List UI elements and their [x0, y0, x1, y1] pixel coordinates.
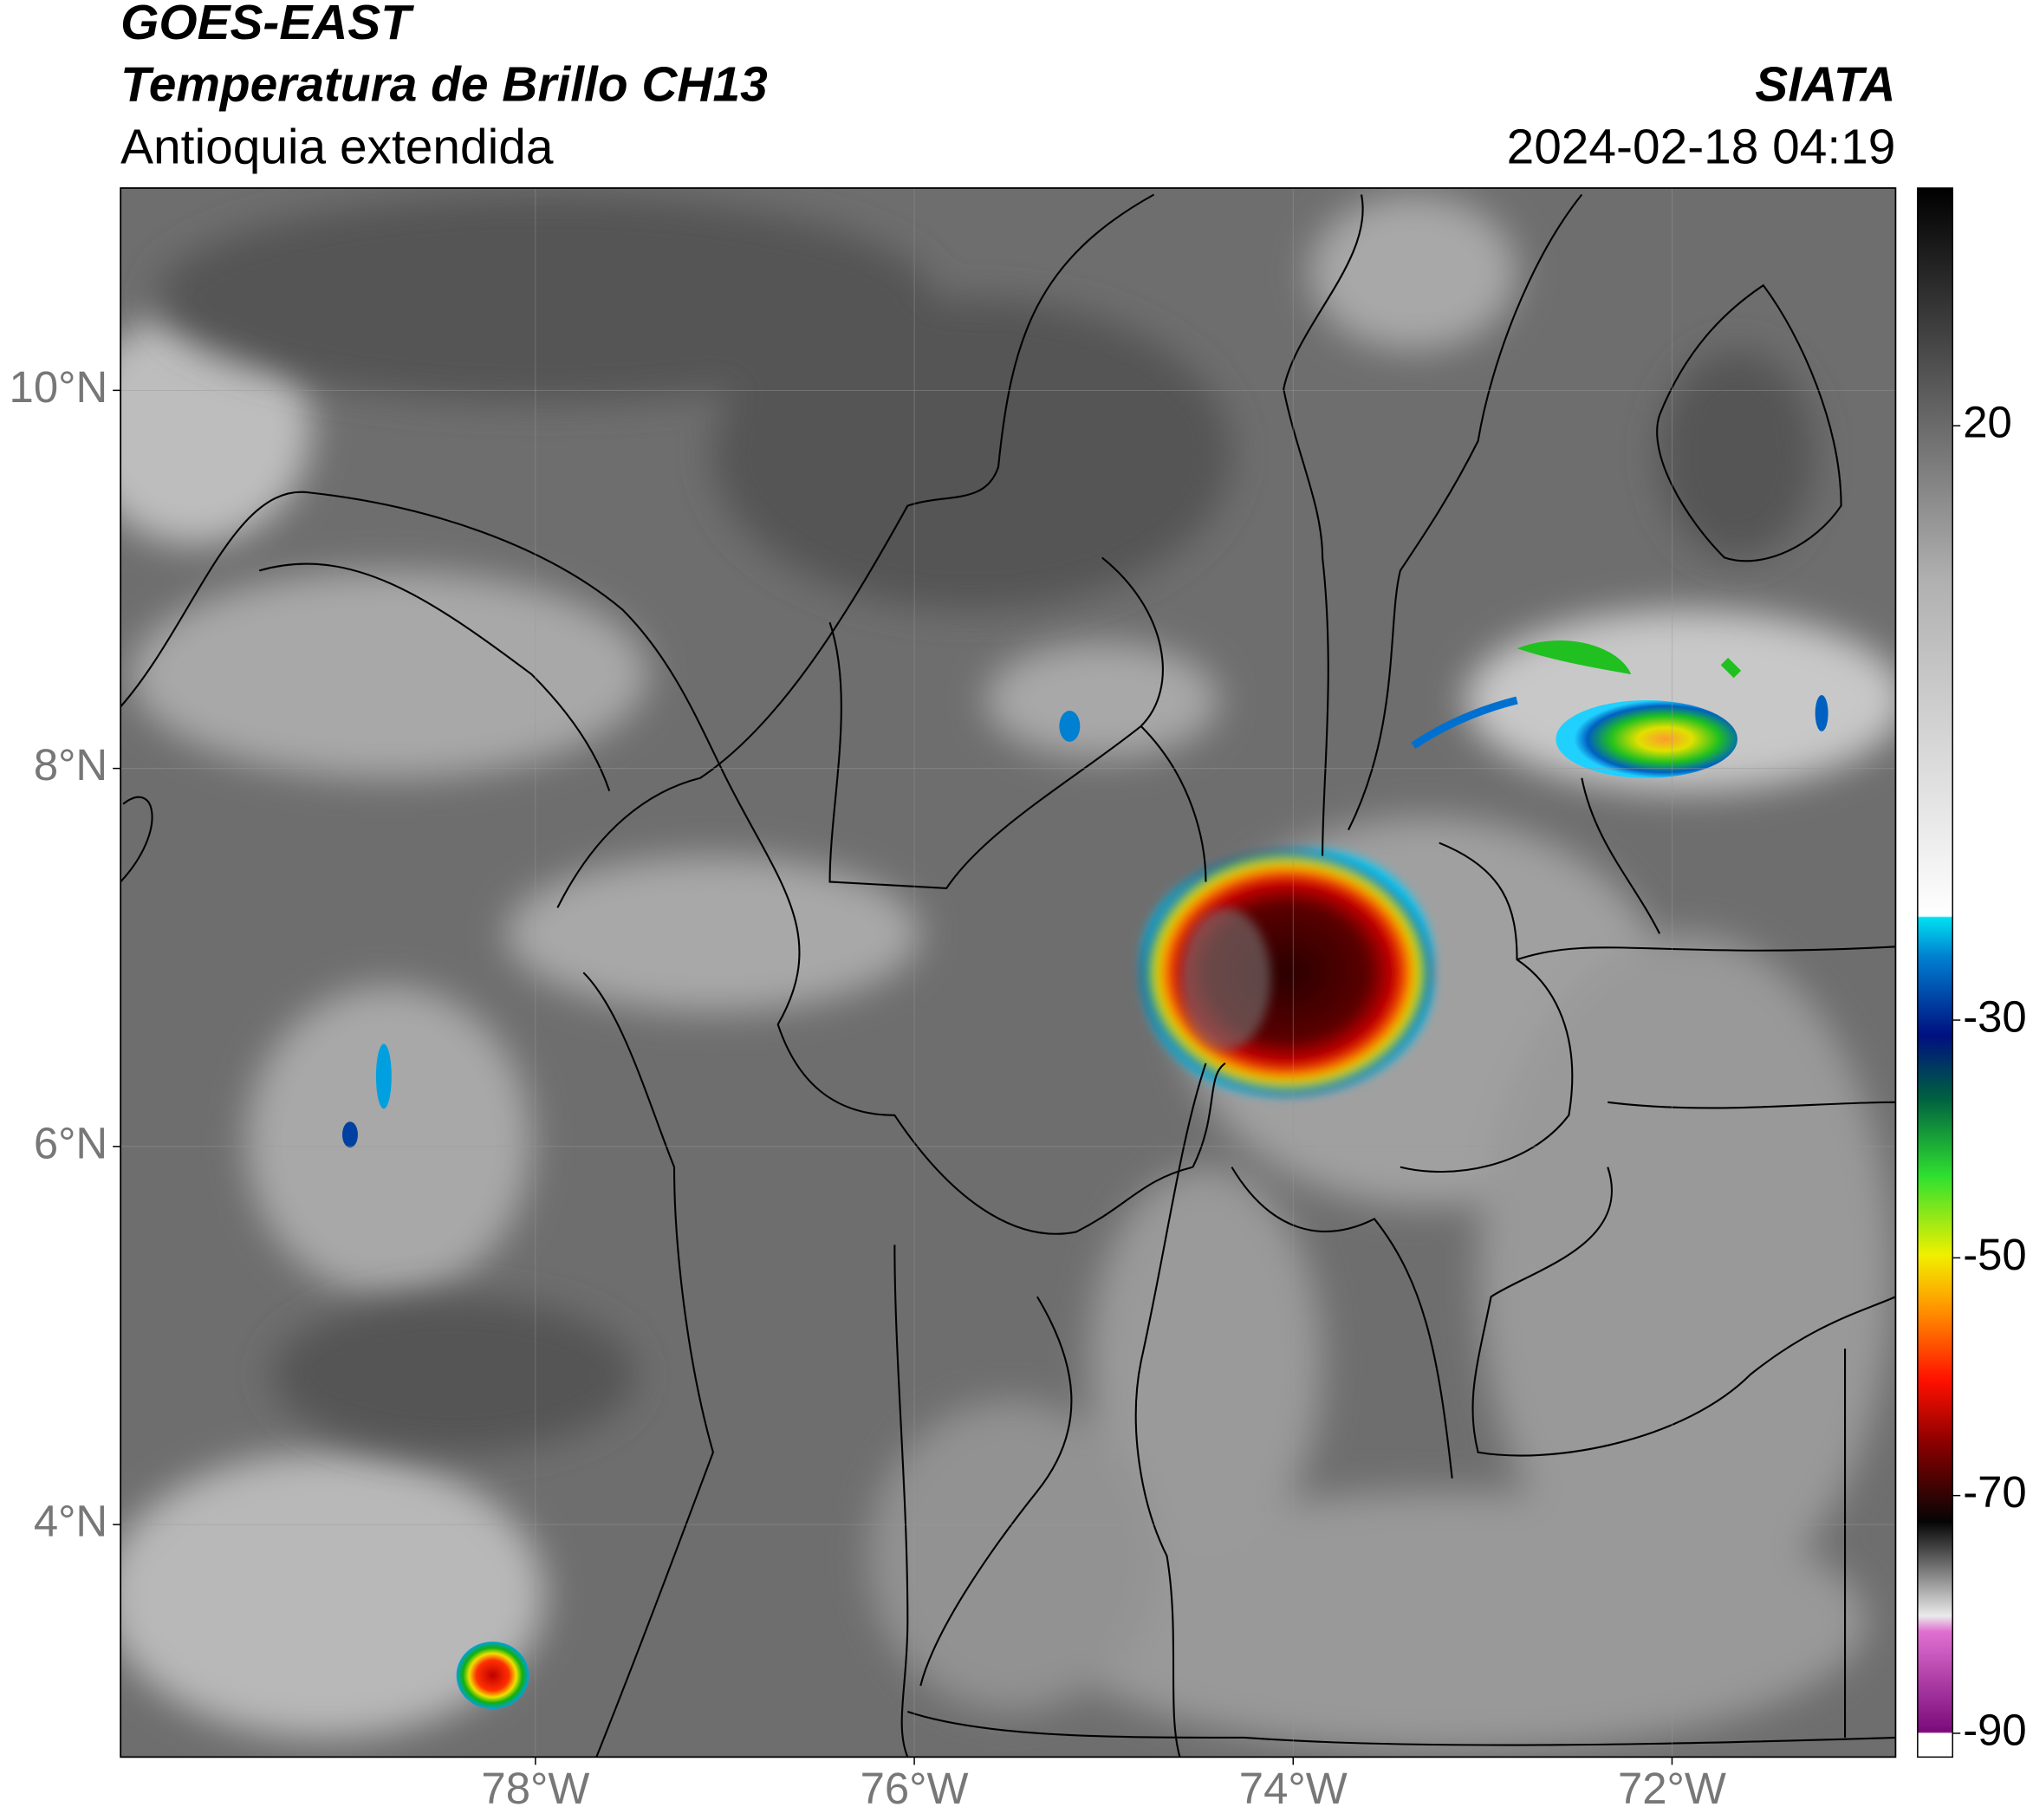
colorbar-tick-label: -90 — [1963, 1705, 2027, 1754]
colorbar-tick-label: 20 — [1963, 398, 2012, 447]
lat-tick-label: 10°N — [10, 362, 108, 412]
colorbar-tick-label: -70 — [1963, 1467, 2027, 1517]
lat-tick-label: 8°N — [34, 740, 107, 790]
region: Antioquia extendida — [120, 120, 554, 175]
lon-tick-label: 76°W — [861, 1764, 969, 1813]
timestamp: 2024-02-18 04:19 — [1507, 120, 1896, 175]
subtitle: Temperatura de Brillo CH13 — [120, 58, 768, 113]
lon-tick-label: 74°W — [1239, 1764, 1348, 1813]
colorbar-tick-label: -30 — [1963, 991, 2027, 1041]
colorbar-tick-label: -50 — [1963, 1230, 2027, 1279]
lat-tick-label: 4°N — [34, 1497, 107, 1546]
satellite-image — [120, 188, 1896, 1758]
source: SIATA — [1755, 58, 1895, 113]
lon-tick-label: 78°W — [481, 1764, 589, 1813]
lat-tick-label: 6°N — [34, 1118, 107, 1167]
title: GOES-EAST — [120, 0, 414, 50]
borders — [120, 193, 1896, 1758]
map-frame — [120, 187, 1897, 1758]
colorbar — [1917, 187, 1953, 1758]
lon-tick-label: 72°W — [1618, 1764, 1726, 1813]
